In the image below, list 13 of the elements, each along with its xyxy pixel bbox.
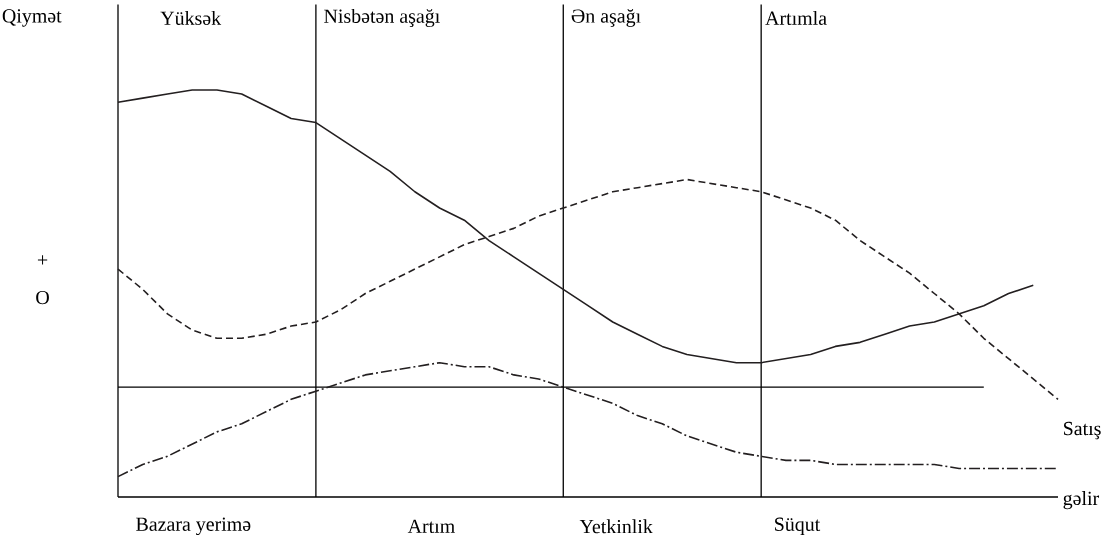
text: Ən aşağı <box>571 9 641 27</box>
text: Yüksək <box>160 10 222 25</box>
text: Süqut <box>775 517 821 536</box>
text: Bazara yerimə <box>136 517 251 536</box>
series-label: Satış <box>1064 421 1101 440</box>
series-label: gəlir <box>1063 491 1100 510</box>
text: + <box>37 255 48 265</box>
text: Artım <box>407 519 455 533</box>
y-axis-title: Qiymət <box>2 9 62 27</box>
text: Yetkinlik <box>579 519 653 534</box>
text: Nisbətən aşağı <box>324 8 440 28</box>
text: Artımla <box>765 10 827 25</box>
text: O <box>36 290 49 305</box>
